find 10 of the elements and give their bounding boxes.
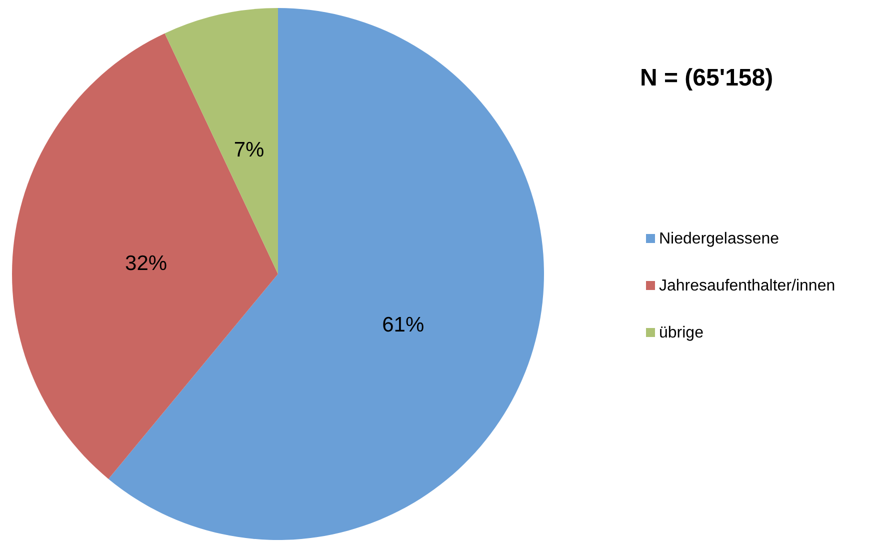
data-label: 32% bbox=[125, 252, 168, 275]
text: N = (65'158) bbox=[640, 64, 774, 92]
legend-label: übrige bbox=[659, 324, 704, 342]
data-label: 7% bbox=[234, 138, 264, 162]
pie-slice bbox=[12, 33, 278, 479]
pie-slice bbox=[164, 8, 278, 274]
data-label: 61% bbox=[382, 314, 424, 337]
legend-label: Niedergelassene bbox=[659, 230, 780, 248]
pie-slice bbox=[108, 8, 544, 540]
legend-label: Jahresaufenthalter/innen bbox=[659, 278, 836, 294]
